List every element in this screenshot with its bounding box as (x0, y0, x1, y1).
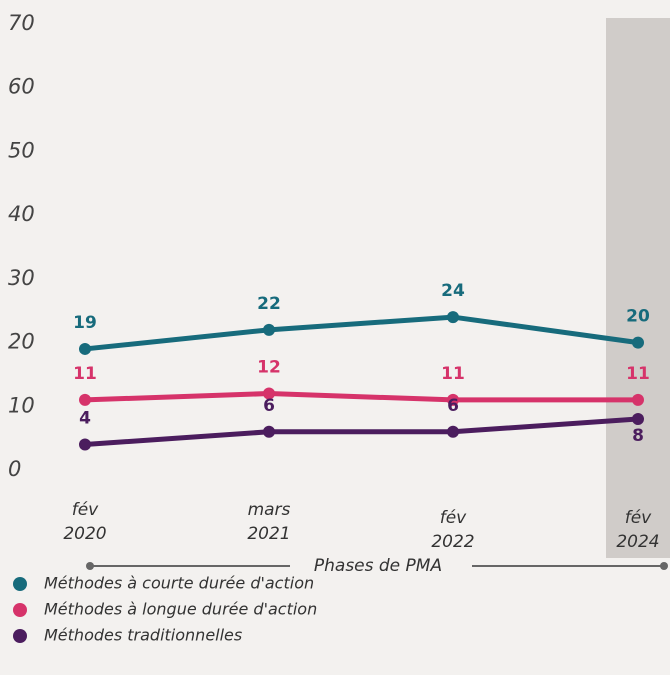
x-tick-label: fév 2024 (616, 508, 660, 552)
point (632, 393, 644, 406)
legend-label: Méthodes à longue durée d'action (44, 600, 317, 619)
point (263, 387, 275, 400)
point (632, 336, 644, 349)
y-tick-label: 60 (8, 75, 35, 99)
x-tick-label: fév 2020 (63, 500, 107, 544)
data-label: 6 (263, 396, 275, 416)
series-line (84, 416, 639, 448)
legend-swatch (13, 629, 27, 643)
point (79, 342, 91, 355)
data-label: 12 (257, 358, 281, 378)
y-tick-label: 10 (8, 393, 35, 417)
point (79, 393, 91, 406)
data-label: 22 (257, 294, 281, 314)
y-tick-label: 70 (8, 11, 35, 35)
point (447, 425, 459, 438)
data-label: 8 (632, 426, 644, 446)
point (263, 425, 275, 438)
y-tick-label: 20 (8, 330, 35, 354)
legend-swatch (13, 603, 27, 617)
axis-dot (660, 562, 668, 570)
point (447, 311, 459, 324)
data-label: 11 (626, 364, 650, 384)
data-label: 11 (441, 364, 465, 384)
x-axis-label: Phases de PMA (314, 556, 442, 576)
axis-dot (86, 562, 94, 570)
series-line (84, 391, 638, 403)
y-tick-label: 50 (8, 138, 35, 162)
point (79, 438, 91, 451)
x-tick-label: fév 2022 (431, 508, 475, 552)
point (447, 393, 459, 406)
x-tick-label: mars 2021 (247, 500, 291, 544)
legend-label: Méthodes à courte durée d'action (44, 574, 314, 593)
data-label: 20 (626, 307, 650, 327)
legend-label: Méthodes traditionnelles (44, 626, 242, 645)
data-label: 24 (441, 281, 465, 301)
legend-swatch (13, 577, 27, 591)
highlight-band (606, 18, 670, 558)
data-label: 19 (73, 313, 97, 333)
data-label: 6 (447, 396, 459, 416)
data-label: 11 (73, 364, 97, 384)
point (263, 323, 275, 336)
series-line (84, 314, 639, 352)
y-tick-label: 0 (8, 457, 21, 481)
y-tick-label: 30 (8, 266, 35, 290)
data-label: 4 (79, 409, 91, 429)
y-tick-label: 40 (8, 202, 35, 226)
point (632, 413, 644, 426)
